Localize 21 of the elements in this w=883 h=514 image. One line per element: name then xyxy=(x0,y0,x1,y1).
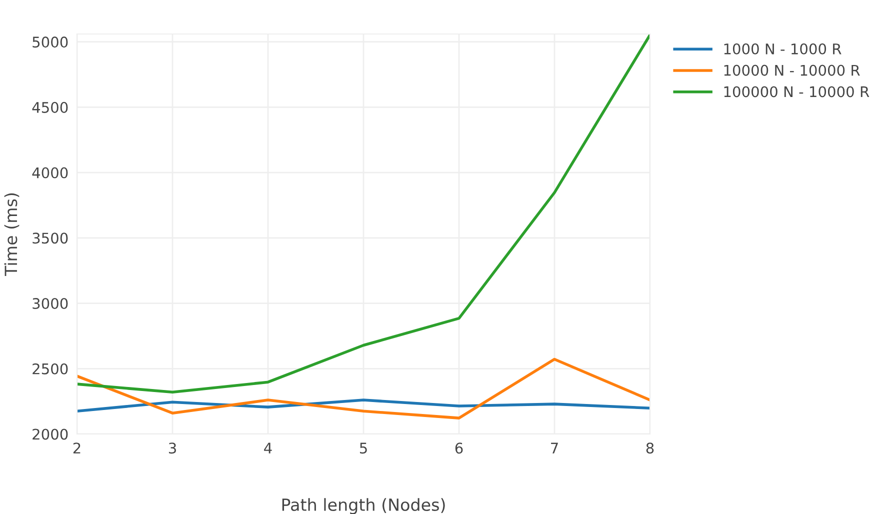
y-tick-label: 5000 xyxy=(32,36,68,48)
y-tick-label: 3000 xyxy=(32,298,68,310)
y-axis-title: Time (ms) xyxy=(4,193,20,276)
legend-label: 10000 N - 10000 R xyxy=(724,64,860,76)
x-tick-label: 4 xyxy=(264,442,272,454)
line-series xyxy=(77,398,650,413)
y-tick-label: 4500 xyxy=(32,102,68,113)
legend-label: 100000 N - 10000 R xyxy=(724,86,870,98)
y-tick-label: 3500 xyxy=(32,232,68,244)
x-axis-title: Path length (Nodes) xyxy=(282,498,445,514)
y-tick-label: 4000 xyxy=(32,167,68,178)
line-series xyxy=(77,358,650,420)
x-tick-label: 7 xyxy=(551,442,558,454)
x-tick-label: 8 xyxy=(646,442,654,454)
x-tick-label: 2 xyxy=(73,442,80,454)
x-tick-label: 6 xyxy=(455,442,463,454)
x-tick-label: 3 xyxy=(168,442,176,454)
y-tick-label: 2500 xyxy=(32,363,68,374)
legend-label: 1000 N - 1000 R xyxy=(724,43,842,54)
y-tick-label: 2000 xyxy=(32,428,68,440)
x-tick-label: 5 xyxy=(360,442,367,454)
